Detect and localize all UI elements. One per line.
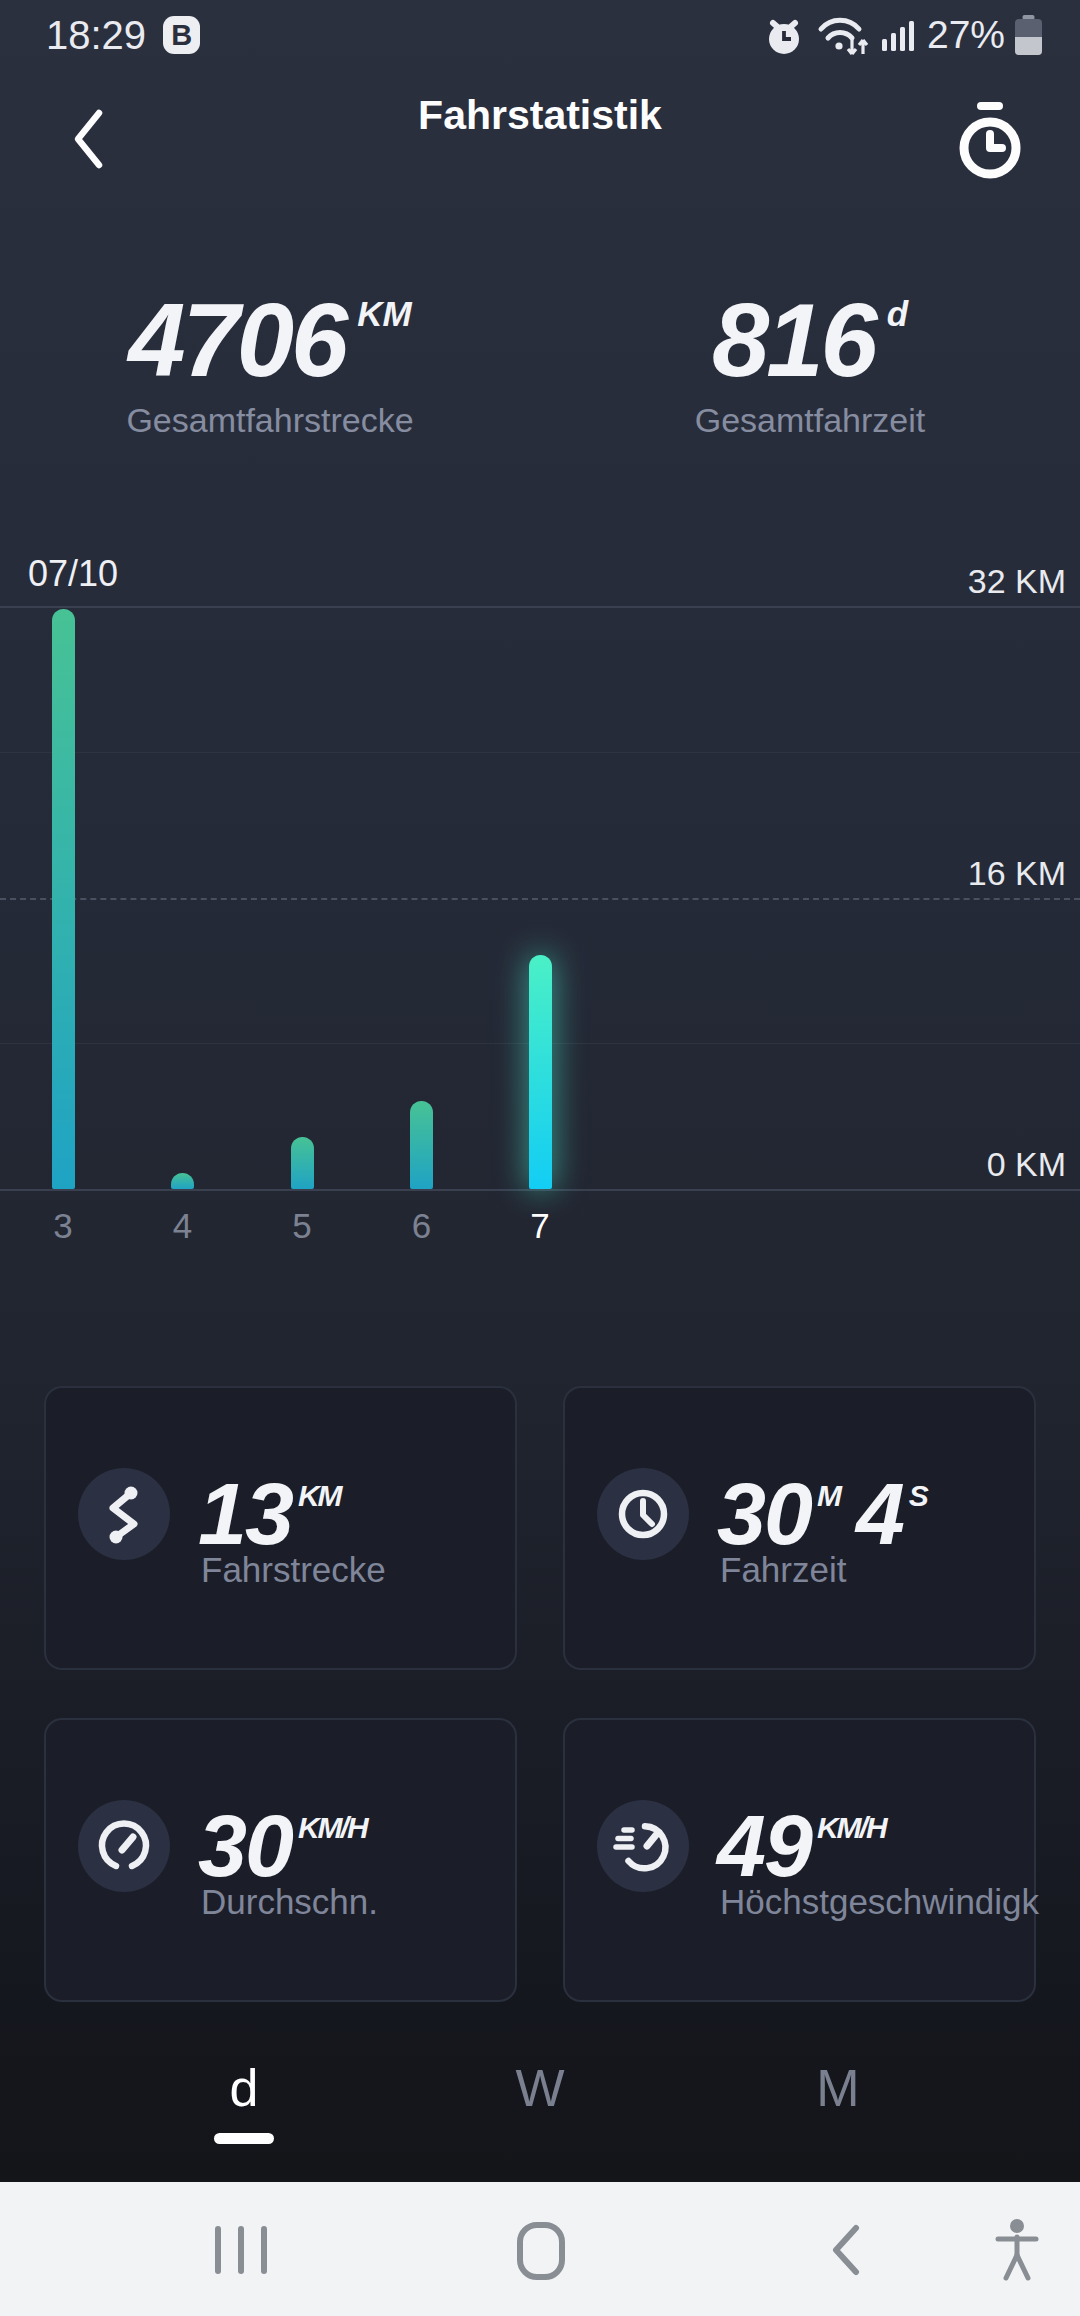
tab-selected-underline (214, 2133, 274, 2144)
card-distance-label: Fahrstrecke (201, 1550, 386, 1590)
average-speed-unit: KM/H (298, 1811, 367, 1844)
max-speed-value: 49 (717, 1796, 811, 1895)
average-speed-value: 30 (198, 1796, 292, 1895)
gauge-icon (78, 1800, 170, 1892)
x-axis-label-3[interactable]: 3 (53, 1206, 72, 1246)
time-seconds-unit: S (909, 1479, 927, 1512)
time-seconds-value: 4 (856, 1464, 903, 1563)
x-axis-label-4[interactable]: 4 (173, 1206, 192, 1246)
time-minutes-value: 30 (717, 1464, 811, 1563)
card-distance-value: 13KM (198, 1448, 341, 1562)
card-max-speed-label: Höchstgeschwindigk (720, 1882, 1039, 1922)
android-navbar (0, 2182, 1080, 2316)
card-time-label: Fahrzeit (720, 1550, 846, 1590)
y-axis-label: 16 KM (968, 854, 1066, 893)
card-distance: 13KM Fahrstrecke (44, 1386, 517, 1670)
card-average-speed-value: 30KM/H (198, 1780, 367, 1894)
chart-bar-7[interactable] (529, 955, 552, 1189)
chart-bar-6[interactable] (410, 1101, 433, 1189)
gridline-32 (0, 606, 1080, 608)
card-average-speed: 30KM/H Durchschn. (44, 1718, 517, 2002)
max-speed-unit: KM/H (817, 1811, 886, 1844)
tab-month[interactable]: M (816, 2058, 859, 2118)
speedometer-icon (597, 1800, 689, 1892)
chart-bar-5[interactable] (291, 1137, 314, 1189)
gridline-24 (0, 752, 1080, 753)
card-average-speed-label: Durchschn. (201, 1882, 378, 1922)
card-time-value: 30M4S (717, 1448, 927, 1562)
tab-week[interactable]: W (515, 2058, 564, 2118)
tab-day[interactable]: d (230, 2058, 259, 2118)
recent-apps-button[interactable] (215, 2226, 267, 2278)
card-max-speed: 49KM/H Höchstgeschwindigk (563, 1718, 1036, 2002)
card-max-speed-value: 49KM/H (717, 1780, 886, 1894)
card-time: 30M4S Fahrzeit (563, 1386, 1036, 1670)
gridline-0 (0, 1189, 1080, 1191)
y-axis-label: 32 KM (968, 562, 1066, 601)
stat-cards: 13KM Fahrstrecke 30M4S Fahrzeit 30KM/H D (44, 1386, 1036, 2002)
x-axis-label-7[interactable]: 7 (530, 1206, 549, 1246)
x-axis-label-6[interactable]: 6 (412, 1206, 431, 1246)
distance-value: 13 (198, 1464, 292, 1563)
gridline-16 (0, 898, 1080, 900)
chart-date-label: 07/10 (28, 553, 118, 595)
chart-bar-3[interactable] (52, 609, 75, 1189)
clock-icon (597, 1468, 689, 1560)
distance-unit: KM (298, 1479, 341, 1512)
accessibility-button[interactable] (993, 2218, 1041, 2286)
time-minutes-unit: M (817, 1479, 840, 1512)
home-button[interactable] (517, 2222, 565, 2284)
chart-bar-4[interactable] (171, 1173, 194, 1189)
x-axis-label-5[interactable]: 5 (292, 1206, 311, 1246)
nav-back-button[interactable] (828, 2224, 862, 2280)
screen-background: 18:29 B 27% (0, 0, 1080, 2182)
route-icon (78, 1468, 170, 1560)
y-axis-label: 0 KM (987, 1145, 1066, 1184)
